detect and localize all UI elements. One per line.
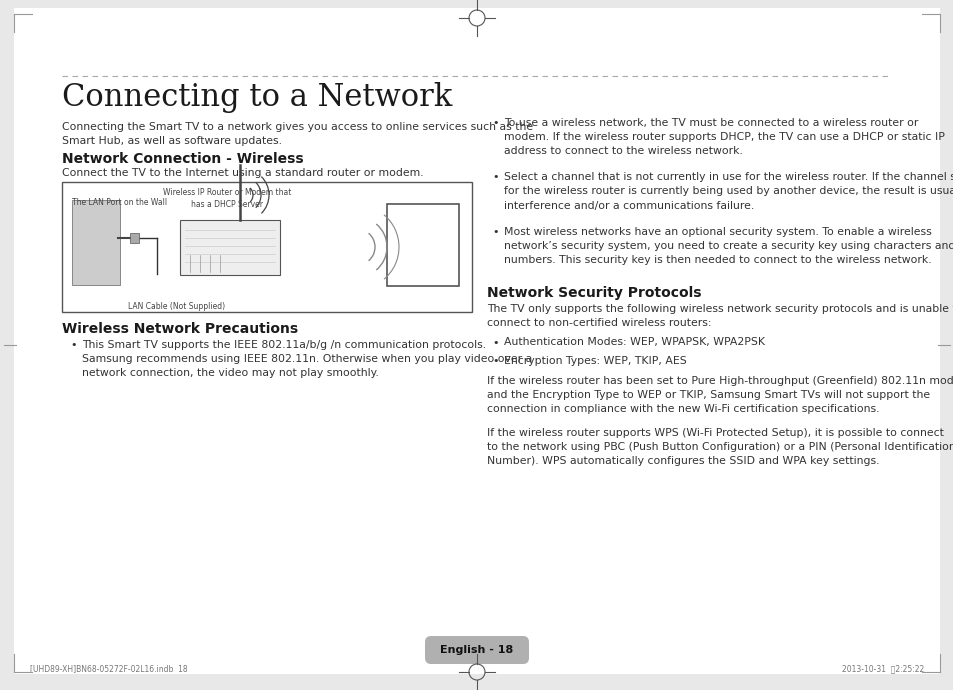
Text: •: •	[492, 118, 498, 128]
Text: Wireless Network Precautions: Wireless Network Precautions	[62, 322, 297, 336]
Text: •: •	[492, 355, 498, 366]
Text: Authentication Modes: WEP, WPAPSK, WPA2PSK: Authentication Modes: WEP, WPAPSK, WPA2P…	[503, 337, 764, 348]
Bar	[130, 233, 139, 244]
Text: Network Connection - Wireless: Network Connection - Wireless	[62, 152, 303, 166]
Text: 2013-10-31  2:25:22: 2013-10-31 2:25:22	[841, 664, 923, 673]
Bar	[62, 182, 472, 312]
FancyBboxPatch shape	[424, 636, 529, 664]
Text: Connecting the Smart TV to a network gives you access to online services such as: Connecting the Smart TV to a network giv…	[62, 122, 533, 146]
Text: The LAN Port on the Wall: The LAN Port on the Wall	[71, 198, 167, 207]
Text: Encryption Types: WEP, TKIP, AES: Encryption Types: WEP, TKIP, AES	[503, 355, 686, 366]
Text: Select a channel that is not currently in use for the wireless router. If the ch: Select a channel that is not currently i…	[503, 172, 953, 210]
Text: The TV only supports the following wireless network security protocols and is un: The TV only supports the following wirel…	[486, 304, 953, 328]
Text: Network Security Protocols: Network Security Protocols	[486, 286, 700, 299]
Bar	[180, 220, 280, 275]
Text: Connecting to a Network: Connecting to a Network	[62, 82, 452, 113]
Text: Wireless IP Router or Modem that
has a DHCP Server: Wireless IP Router or Modem that has a D…	[163, 188, 291, 209]
Text: Connect the TV to the Internet using a standard router or modem.: Connect the TV to the Internet using a s…	[62, 168, 423, 178]
Text: English - 18: English - 18	[440, 645, 513, 655]
Text: •: •	[492, 337, 498, 348]
Text: This Smart TV supports the IEEE 802.11a/b/g /n communication protocols.
Samsung : This Smart TV supports the IEEE 802.11a/…	[82, 340, 532, 378]
Text: To use a wireless network, the TV must be connected to a wireless router or
mode: To use a wireless network, the TV must b…	[503, 118, 943, 156]
Bar	[71, 200, 120, 285]
Text: •: •	[492, 227, 498, 237]
Text: If the wireless router has been set to Pure High-throughput (Greenfield) 802.11n: If the wireless router has been set to P…	[486, 375, 953, 413]
Text: Most wireless networks have an optional security system. To enable a wireless
ne: Most wireless networks have an optional …	[503, 227, 953, 265]
Text: •: •	[492, 172, 498, 182]
Bar	[387, 204, 458, 286]
Text: •: •	[70, 340, 76, 350]
Text: [UHD89-XH]BN68-05272F-02L16.indb  18: [UHD89-XH]BN68-05272F-02L16.indb 18	[30, 664, 188, 673]
Text: LAN Cable (Not Supplied): LAN Cable (Not Supplied)	[129, 302, 225, 311]
Text: If the wireless router supports WPS (Wi-Fi Protected Setup), it is possible to c: If the wireless router supports WPS (Wi-…	[486, 428, 953, 466]
